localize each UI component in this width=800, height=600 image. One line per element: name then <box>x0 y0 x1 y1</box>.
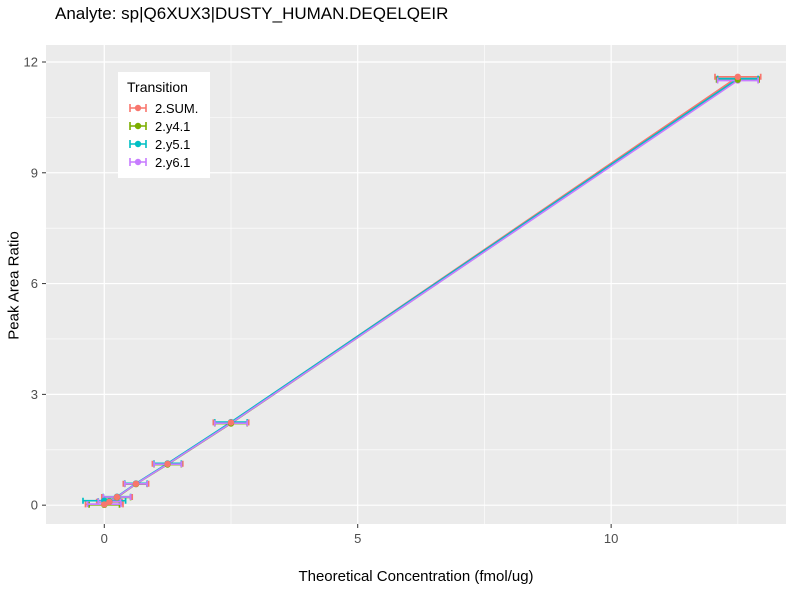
legend-item-2.y4.1: 2.y4.1 <box>127 117 198 135</box>
x-tick-label: 5 <box>354 531 361 546</box>
point-2.SUM. <box>101 501 108 508</box>
y-tick-label: 3 <box>31 387 38 402</box>
y-tick-label: 0 <box>31 498 38 513</box>
point-2.SUM. <box>106 498 113 505</box>
legend-item-2.SUM.: 2.SUM. <box>127 99 198 117</box>
legend-label: 2.y5.1 <box>155 136 191 152</box>
x-tick-label: 0 <box>101 531 108 546</box>
legend-item-2.y5.1: 2.y5.1 <box>127 135 198 153</box>
legend-key-icon <box>129 104 147 112</box>
point-2.SUM. <box>227 419 235 426</box>
legend-label: 2.y4.1 <box>155 118 191 134</box>
legend: Transition 2.SUM. 2.y4.1 2.y5.1 2.y6.1 <box>118 72 211 178</box>
legend-key-icon <box>129 158 147 166</box>
legend-item-2.y6.1: 2.y6.1 <box>127 153 198 171</box>
legend-items: 2.SUM. 2.y4.1 2.y5.1 2.y6.1 <box>127 99 198 171</box>
point-2.SUM. <box>113 493 121 501</box>
point-2.SUM. <box>164 460 171 467</box>
legend-key-icon <box>129 140 147 148</box>
legend-title: Transition <box>127 79 188 95</box>
legend-label: 2.y6.1 <box>155 154 191 170</box>
chart-title: Analyte: sp|Q6XUX3|DUSTY_HUMAN.DEQELQEIR <box>55 4 449 23</box>
y-tick-label: 12 <box>24 54 38 69</box>
legend-label: 2.SUM. <box>155 100 199 116</box>
legend-key-icon <box>129 122 147 130</box>
point-2.SUM. <box>734 73 741 81</box>
point-2.SUM. <box>132 480 140 487</box>
y-tick-label: 9 <box>31 165 38 180</box>
x-tick-label: 10 <box>604 531 618 546</box>
x-axis-label: Theoretical Concentration (fmol/ug) <box>298 568 534 585</box>
y-tick-label: 6 <box>31 276 38 291</box>
y-axis-label: Peak Area Ratio <box>5 231 23 340</box>
